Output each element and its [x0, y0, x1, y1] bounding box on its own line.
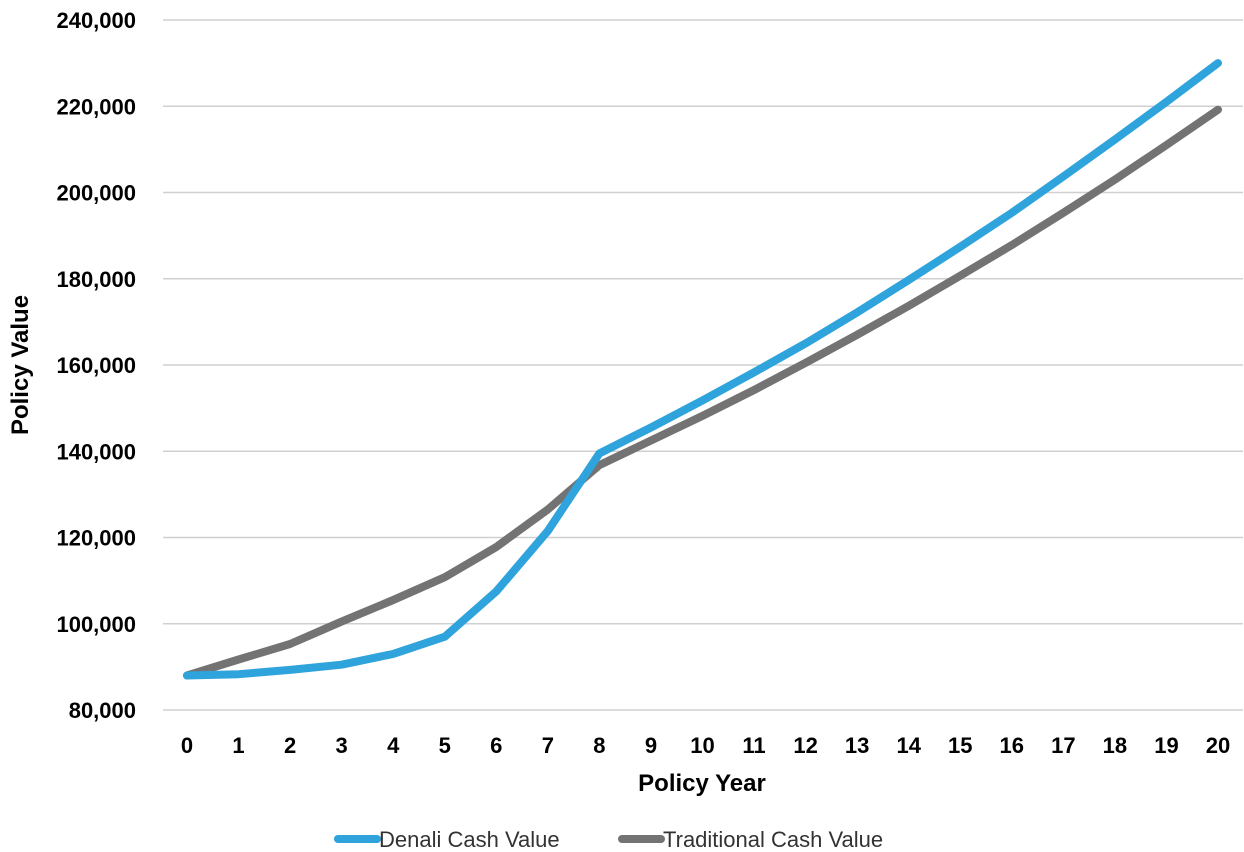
- x-tick-label: 0: [181, 733, 193, 758]
- x-tick-label: 7: [542, 733, 554, 758]
- series-line-denali: [187, 63, 1218, 675]
- legend-label-denali: Denali Cash Value: [379, 827, 560, 852]
- x-tick-label: 3: [336, 733, 348, 758]
- y-axis-title: Policy Value: [7, 295, 34, 435]
- x-tick-label: 10: [690, 733, 714, 758]
- x-tick-label: 6: [490, 733, 502, 758]
- y-axis-ticks: 80,000 100,000 120,000 140,000 160,000 180,00…: [56, 8, 136, 723]
- x-tick-label: 9: [645, 733, 657, 758]
- y-tick-label: 120,000: [56, 526, 136, 551]
- x-tick-label: 18: [1103, 733, 1127, 758]
- x-tick-label: 1: [232, 733, 244, 758]
- x-tick-label: 5: [439, 733, 451, 758]
- x-tick-label: 19: [1154, 733, 1178, 758]
- x-tick-label: 16: [1000, 733, 1024, 758]
- x-tick-label: 15: [948, 733, 972, 758]
- x-axis-ticks: 0 1 2 3 4 5 6 7 8 9 10 11 12 13 14 15 16 17 18 19 20: [181, 733, 1230, 758]
- legend-label-traditional: Traditional Cash Value: [663, 827, 883, 852]
- x-tick-label: 11: [742, 733, 765, 758]
- y-tick-label: 220,000: [56, 94, 136, 119]
- x-tick-label: 14: [896, 733, 921, 758]
- x-axis-title: Policy Year: [638, 770, 766, 797]
- series-lines: [187, 63, 1218, 675]
- y-tick-label: 80,000: [69, 698, 136, 723]
- y-tick-label: 200,000: [56, 181, 136, 206]
- gridlines: [163, 20, 1243, 710]
- y-tick-label: 100,000: [56, 612, 136, 637]
- y-tick-label: 180,000: [56, 267, 136, 292]
- y-tick-label: 140,000: [56, 439, 136, 464]
- y-tick-label: 160,000: [56, 353, 136, 378]
- x-tick-label: 12: [793, 733, 817, 758]
- series-line-traditional: [187, 110, 1218, 676]
- y-tick-label: 240,000: [56, 8, 136, 33]
- legend: Denali Cash Value Traditional Cash Value: [338, 827, 883, 852]
- x-tick-label: 20: [1206, 733, 1230, 758]
- x-tick-label: 4: [387, 733, 400, 758]
- x-tick-label: 13: [845, 733, 869, 758]
- x-tick-label: 8: [593, 733, 605, 758]
- x-tick-label: 2: [284, 733, 296, 758]
- x-tick-label: 17: [1051, 733, 1075, 758]
